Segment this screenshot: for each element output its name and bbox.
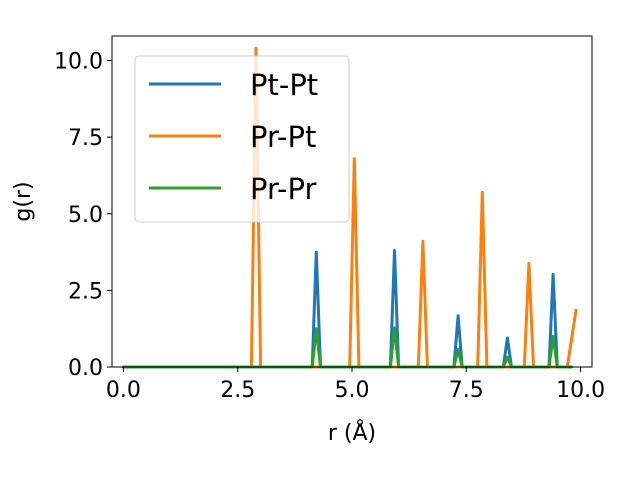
- plot-lines: [121, 46, 578, 369]
- series-line-pr-pr: [121, 326, 573, 369]
- x-tick-label: 7.5: [449, 378, 484, 403]
- y-tick-label: 10.0: [54, 50, 103, 75]
- x-axis: 0.0 2.5 5.0 7.5 10.0: [106, 367, 605, 403]
- legend-label-pr-pt: Pr-Pt: [250, 120, 316, 154]
- y-axis: 0.0 2.5 5.0 7.5 10.0: [54, 50, 112, 381]
- x-tick-label: 0.0: [106, 378, 141, 403]
- legend-label-pr-pr: Pr-Pr: [250, 172, 316, 206]
- y-tick-label: 7.5: [68, 126, 103, 151]
- y-tick-label: 2.5: [68, 279, 103, 304]
- y-tick-label: 5.0: [68, 203, 103, 228]
- legend: Pt-Pt Pr-Pt Pr-Pr: [134, 55, 350, 223]
- x-tick-label: 2.5: [220, 378, 255, 403]
- x-axis-label: r (Å): [328, 419, 376, 446]
- x-tick-label: 5.0: [335, 378, 370, 403]
- legend-label-pt-pt: Pt-Pt: [250, 68, 318, 102]
- y-axis-label: g(r): [11, 181, 36, 221]
- x-tick-label: 10.0: [556, 378, 605, 403]
- y-tick-label: 0.0: [68, 356, 103, 381]
- series-line-pr-pt: [121, 46, 578, 369]
- series-line-pt-pt: [121, 249, 573, 369]
- legend-box: [134, 55, 350, 223]
